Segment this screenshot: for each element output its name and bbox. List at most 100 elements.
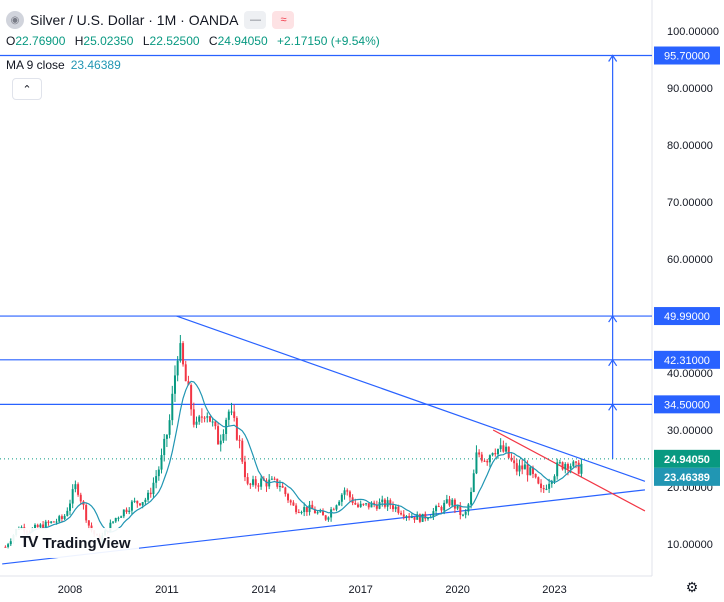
candle-body xyxy=(305,507,308,513)
candle-body xyxy=(125,509,128,512)
candle-body xyxy=(36,524,39,528)
candle-body xyxy=(316,512,319,514)
candle-body xyxy=(44,521,47,529)
candle-body xyxy=(141,502,144,506)
candle-body xyxy=(74,484,77,490)
chevron-up-icon: ⌃ xyxy=(22,83,32,96)
minimize-icon[interactable]: — xyxy=(244,11,267,29)
candle-body xyxy=(540,483,543,488)
candle-body xyxy=(273,478,276,480)
candle-body xyxy=(453,499,456,509)
candle-body xyxy=(343,490,346,495)
candle-body xyxy=(192,409,195,425)
candle-body xyxy=(260,478,263,487)
candle-body xyxy=(222,433,225,441)
candle-body xyxy=(461,514,464,516)
candle-body xyxy=(7,544,10,547)
candle-body xyxy=(52,521,55,523)
y-tick-label: 10.00000 xyxy=(667,539,713,551)
candle-body xyxy=(217,426,220,445)
candle-body xyxy=(510,457,513,461)
candle-body xyxy=(470,491,473,505)
low-value: 22.52500 xyxy=(149,34,200,48)
candle-body xyxy=(327,517,330,520)
candle-body xyxy=(515,463,518,472)
candle-body xyxy=(357,504,360,507)
candle-body xyxy=(235,417,238,440)
candle-body xyxy=(190,385,193,410)
candle-body xyxy=(182,343,185,365)
candle-body xyxy=(284,487,287,495)
level-price-tag xyxy=(654,350,720,369)
collapse-button[interactable]: ⌃ xyxy=(12,78,42,100)
candle-body xyxy=(160,455,163,470)
candle-body xyxy=(346,490,349,492)
candle-body xyxy=(243,461,246,478)
candle-body xyxy=(278,485,281,487)
candle-body xyxy=(558,462,561,464)
candle-body xyxy=(144,499,147,503)
candle-body xyxy=(184,364,187,382)
tradingview-logo[interactable]: TV TradingView xyxy=(12,528,139,558)
projection-arrowhead xyxy=(608,54,618,62)
candle-body xyxy=(523,464,526,470)
symbol-title[interactable]: Silver / U.S. Dollar · 1M · OANDA xyxy=(30,12,239,28)
y-tick-label: 90.00000 xyxy=(667,83,713,95)
candle-body xyxy=(130,501,133,511)
high-label: H xyxy=(74,34,84,48)
candle-body xyxy=(410,516,413,518)
candle-body xyxy=(534,473,537,478)
candle-body xyxy=(292,502,295,506)
candle-body xyxy=(128,510,131,512)
candle-body xyxy=(478,452,481,455)
candle-body xyxy=(348,491,351,498)
candle-body xyxy=(340,494,343,502)
ma-price-label: 23.46389 xyxy=(664,472,710,484)
change-value: +2.17150 (+9.54%) xyxy=(277,34,380,48)
candle-body xyxy=(548,483,551,489)
candle-body xyxy=(413,516,416,520)
candle-body xyxy=(426,518,429,520)
wave-icon[interactable]: ≈ xyxy=(272,11,295,29)
candle-body xyxy=(418,514,421,522)
gear-icon[interactable]: ⚙ xyxy=(685,578,699,595)
candle-body xyxy=(359,503,362,507)
candle-body xyxy=(550,481,553,484)
candle-body xyxy=(400,512,403,515)
candle-body xyxy=(537,477,540,484)
candle-body xyxy=(580,463,583,474)
x-tick-label: 2008 xyxy=(58,584,82,596)
candle-body xyxy=(238,439,241,441)
level-price-label: 34.50000 xyxy=(664,399,710,411)
candle-body xyxy=(227,411,230,420)
chart-grid xyxy=(0,0,653,577)
candle-body xyxy=(69,503,71,511)
x-tick-label: 2017 xyxy=(348,584,372,596)
candle-body xyxy=(389,500,392,506)
tv-mark: TV xyxy=(20,534,39,551)
candle-body xyxy=(233,411,236,418)
candle-body xyxy=(133,500,136,502)
projection-arrowhead xyxy=(608,403,618,411)
last-price-label: 24.94050 xyxy=(664,454,710,466)
candle-body xyxy=(90,525,93,531)
candle-body xyxy=(375,504,378,509)
candle-body xyxy=(265,480,268,487)
candle-body xyxy=(34,524,37,529)
level-price-label: 49.99000 xyxy=(664,311,710,323)
red-trendline xyxy=(492,429,646,512)
level-price-tag xyxy=(654,307,720,326)
upper-trendline xyxy=(176,315,646,482)
level-price-tag xyxy=(654,395,720,414)
candle-body xyxy=(122,509,125,517)
candle-body xyxy=(87,520,90,526)
candle-body xyxy=(408,516,411,518)
ma-legend[interactable]: MA 9 close 23.46389 xyxy=(6,58,121,72)
candle-body xyxy=(9,541,12,545)
candle-body xyxy=(445,499,448,503)
x-tick-label: 2020 xyxy=(445,584,469,596)
candle-body xyxy=(300,512,303,514)
candle-body xyxy=(313,509,316,514)
candle-body xyxy=(330,509,333,518)
